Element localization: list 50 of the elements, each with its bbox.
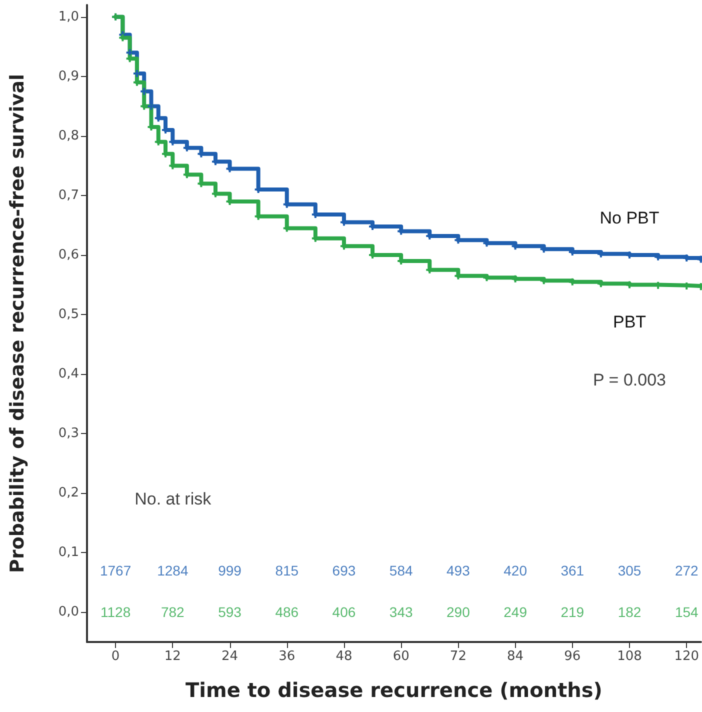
y-tick-label: 0,7 [58, 188, 79, 204]
annotation: No. at risk [134, 490, 212, 509]
x-tick-label: 60 [392, 649, 410, 664]
annotation: 420 [504, 562, 528, 579]
annotation: 815 [275, 562, 299, 579]
x-tick-label: 48 [336, 649, 352, 664]
y-axis-title: Probability of disease recurrence-free survival [6, 74, 28, 573]
annotation: 219 [560, 604, 584, 620]
annotation: 272 [674, 562, 699, 579]
y-tick-label: 0,2 [58, 486, 79, 501]
x-tick-label: 108 [617, 649, 642, 664]
annotation: 406 [332, 604, 356, 620]
annotation: 1767 [100, 562, 132, 579]
annotation: 584 [389, 562, 413, 579]
y-tick-label: 0,3 [58, 426, 79, 442]
annotation: 154 [674, 604, 699, 620]
y-tick-label: 0,9 [58, 68, 79, 84]
y-tick-label: 0,8 [58, 128, 79, 144]
x-tick-label: 12 [164, 649, 181, 664]
y-tick-label: 0,6 [58, 248, 79, 263]
annotation: 182 [618, 604, 642, 620]
x-tick-label: 24 [221, 649, 238, 664]
x-tick-label: 84 [507, 649, 524, 664]
x-tick-label: 96 [564, 649, 581, 664]
annotation: 693 [332, 562, 356, 579]
y-tick-label: 1,0 [58, 9, 79, 24]
annotation: 999 [218, 562, 242, 579]
annotation: 1284 [157, 562, 188, 579]
y-tick-label: 0,1 [58, 545, 79, 560]
annotation: 593 [218, 604, 242, 620]
annotation: 361 [560, 562, 584, 579]
annotation: 782 [160, 604, 185, 620]
series-label: PBT [612, 312, 646, 332]
series-label: No PBT [600, 208, 660, 228]
x-tick-label: 36 [278, 649, 296, 664]
y-tick-label: 0,0 [58, 604, 79, 620]
annotation: 249 [504, 604, 528, 620]
annotation: 305 [618, 562, 642, 579]
x-tick-label: 72 [450, 649, 466, 664]
x-axis-title: Time to disease recurrence (months) [185, 678, 602, 702]
y-tick-label: 0,4 [58, 366, 79, 382]
annotation: 290 [446, 604, 470, 620]
x-tick-label: 0 [111, 649, 120, 664]
y-tick-label: 0,5 [58, 307, 79, 322]
annotation: P = 0.003 [593, 370, 666, 390]
annotation: 493 [446, 562, 470, 579]
annotation: 1128 [100, 604, 131, 620]
x-tick-label: 120 [674, 649, 700, 664]
annotation: 486 [275, 604, 299, 620]
annotation: 343 [389, 604, 413, 620]
